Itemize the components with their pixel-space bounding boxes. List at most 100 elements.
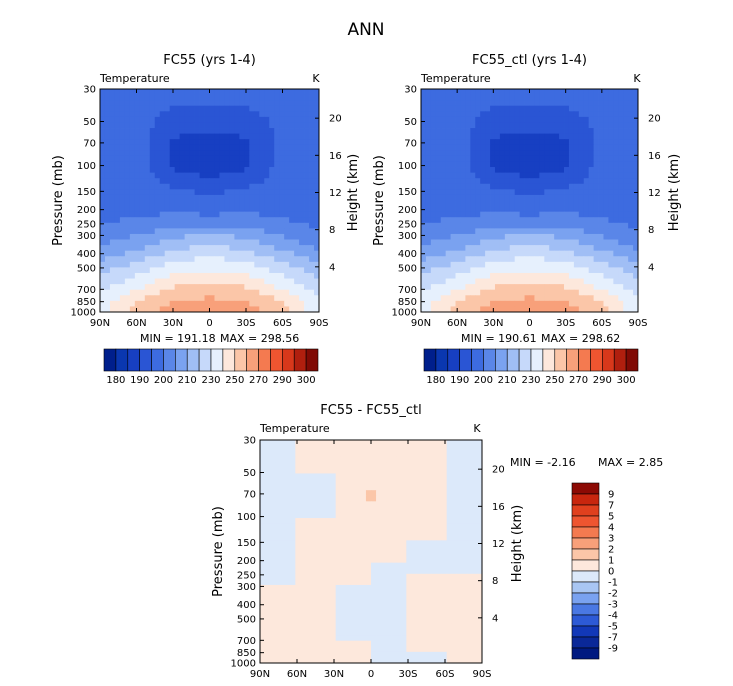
- heatmap-cell: [441, 495, 448, 502]
- heatmap-cell: [509, 256, 516, 263]
- heatmap-cell: [608, 245, 614, 252]
- heatmap-cell: [539, 295, 545, 302]
- heatmap-cell: [335, 518, 342, 525]
- heatmap-cell: [164, 233, 171, 240]
- heatmap-cell: [514, 167, 521, 174]
- heatmap-cell: [154, 306, 161, 313]
- heatmap-cell: [119, 172, 126, 179]
- heatmap-cell: [314, 128, 320, 135]
- heatmap-cell: [355, 467, 362, 474]
- heatmap-cell: [300, 440, 306, 446]
- heatmap-cell: [114, 261, 121, 268]
- heatmap-cell: [559, 183, 565, 190]
- heatmap-cell: [304, 222, 310, 229]
- heatmap-cell: [470, 133, 476, 140]
- heatmap-cell: [360, 473, 367, 480]
- heatmap-cell: [169, 239, 176, 246]
- heatmap-cell: [315, 512, 321, 519]
- heatmap-cell: [583, 295, 590, 302]
- heatmap-cell: [355, 568, 362, 575]
- heatmap-cell: [391, 456, 397, 463]
- heatmap-cell: [568, 178, 575, 185]
- heatmap-cell: [470, 306, 476, 313]
- heatmap-cell: [294, 167, 300, 174]
- heatmap-cell: [559, 105, 565, 112]
- heatmap-cell: [285, 584, 291, 591]
- heatmap-cell: [480, 139, 486, 146]
- heatmap-cell: [470, 172, 476, 179]
- heatmap-cell: [485, 172, 491, 179]
- heatmap-cell: [480, 284, 486, 291]
- heatmap-cell: [445, 139, 451, 146]
- heatmap-cell: [529, 228, 535, 235]
- heatmap-cell: [549, 161, 555, 168]
- heatmap-cell: [295, 579, 301, 586]
- heatmap-cell: [450, 239, 456, 246]
- heatmap-cell: [446, 573, 453, 580]
- heatmap-cell: [465, 306, 471, 313]
- heatmap-cell: [164, 278, 171, 285]
- heatmap-cell: [618, 245, 624, 252]
- heatmap-cell: [340, 495, 347, 502]
- heatmap-cell: [254, 155, 260, 162]
- heatmap-cell: [613, 94, 619, 101]
- heatmap-cell: [239, 122, 245, 129]
- heatmap-cell: [371, 557, 377, 564]
- colorbar-swatch: [566, 348, 579, 372]
- heatmap-cell: [204, 167, 210, 174]
- heatmap-cell: [603, 267, 609, 274]
- heatmap-cell: [441, 534, 448, 541]
- heatmap-cell: [219, 172, 225, 179]
- heatmap-cell: [568, 272, 575, 279]
- heatmap-cell: [465, 167, 471, 174]
- heatmap-cell: [265, 484, 271, 491]
- heatmap-cell: [340, 545, 347, 552]
- heatmap-cell: [554, 261, 560, 268]
- heatmap-cell: [169, 111, 176, 118]
- heatmap-cell: [270, 451, 276, 458]
- heatmap-cell: [279, 178, 285, 185]
- heatmap-cell: [509, 261, 516, 268]
- heatmap-cell: [234, 105, 240, 112]
- heatmap-cell: [613, 228, 619, 235]
- heatmap-cell: [194, 289, 200, 296]
- heatmap-cell: [249, 211, 255, 218]
- heatmap-cell: [194, 100, 200, 107]
- heatmap-cell: [494, 261, 501, 268]
- heatmap-cell: [450, 105, 456, 112]
- heatmap-cell: [425, 228, 432, 235]
- heatmap-cell: [451, 473, 458, 480]
- heatmap-cell: [149, 144, 156, 151]
- heatmap-cell: [360, 529, 367, 536]
- heatmap-cell: [280, 601, 286, 608]
- heatmap-cell: [134, 284, 141, 291]
- heatmap-cell: [289, 300, 295, 307]
- heatmap-cell: [461, 540, 468, 547]
- heatmap-cell: [371, 579, 377, 586]
- heatmap-cell: [335, 484, 342, 491]
- heatmap-cell: [179, 222, 186, 229]
- heatmap-cell: [294, 194, 300, 201]
- heatmap-cell: [371, 484, 377, 491]
- heatmap-cell: [264, 295, 270, 302]
- heatmap-cell: [304, 194, 310, 201]
- heatmap-cell: [199, 306, 205, 313]
- heatmap-cell: [199, 139, 205, 146]
- heatmap-cell: [455, 211, 461, 218]
- heatmap-cell: [335, 579, 342, 586]
- heatmap-cell: [114, 284, 121, 291]
- heatmap-cell: [613, 261, 619, 268]
- heatmap-cell: [529, 284, 535, 291]
- heatmap-cell: [129, 116, 136, 123]
- heatmap-cell: [608, 178, 614, 185]
- heatmap-cell: [315, 501, 321, 508]
- heatmap-cell: [269, 261, 275, 268]
- heatmap-cell: [164, 217, 171, 224]
- heatmap-cell: [104, 116, 111, 123]
- heatmap-cell: [269, 161, 275, 168]
- heatmap-cell: [559, 100, 565, 107]
- heatmap-cell: [588, 194, 595, 201]
- heatmap-cell: [330, 501, 337, 508]
- heatmap-cell: [509, 228, 516, 235]
- heatmap-cell: [320, 501, 326, 508]
